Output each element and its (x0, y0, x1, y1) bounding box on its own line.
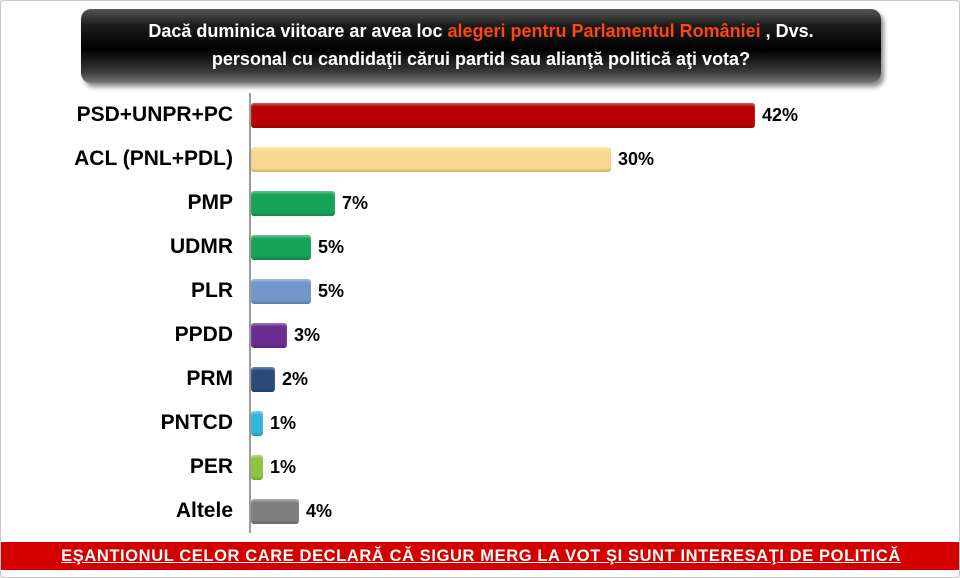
bar-area: 2% (249, 357, 959, 401)
footer-text: EŞANTIONUL CELOR CARE DECLARĂ CĂ SIGUR M… (61, 546, 901, 565)
bar (251, 102, 755, 128)
bar (251, 234, 311, 260)
category-label: PPDD (174, 323, 233, 346)
bar (251, 454, 263, 480)
question-highlight: alegeri pentru Parlamentul României (447, 21, 761, 42)
value-label: 7% (342, 192, 369, 213)
bar (251, 190, 335, 216)
footer-banner: EŞANTIONUL CELOR CARE DECLARĂ CĂ SIGUR M… (1, 542, 959, 570)
bar-chart: PSD+UNPR+PC 42% ACL (PNL+PDL) 30% PMP 7% UDMR 5… (1, 93, 959, 533)
chart-row: UDMR 5% (1, 225, 959, 269)
bar (251, 366, 275, 392)
chart-row: PSD+UNPR+PC 42% (1, 93, 959, 137)
value-label: 4% (306, 500, 333, 521)
bar (251, 322, 287, 348)
bar-area: 5% (249, 225, 959, 269)
category-label: PLR (191, 279, 233, 302)
chart-row: PLR 5% (1, 269, 959, 313)
chart-row: ACL (PNL+PDL) 30% (1, 137, 959, 181)
question-line2: personal cu candidaţii cărui partid sau … (211, 49, 751, 69)
value-label: 1% (270, 456, 297, 477)
chart-row: PRM 2% (1, 357, 959, 401)
category-label: PMP (187, 191, 233, 214)
bar-area: 1% (249, 401, 959, 445)
bar (251, 146, 611, 172)
value-label: 30% (618, 148, 655, 169)
chart-row: PPDD 3% (1, 313, 959, 357)
category-label: PSD+UNPR+PC (76, 103, 233, 126)
chart-row: PNTCD 1% (1, 401, 959, 445)
bar (251, 278, 311, 304)
value-label: 5% (318, 236, 345, 257)
bar-area: 5% (249, 269, 959, 313)
value-label: 3% (294, 324, 321, 345)
bar-area: 7% (249, 181, 959, 225)
bar-area: 4% (249, 489, 959, 533)
bar-area: 3% (249, 313, 959, 357)
chart-row: PER 1% (1, 445, 959, 489)
bar (251, 410, 263, 436)
bar (251, 498, 299, 524)
question-line1: Dacă duminica viitoare ar avea loc alege… (95, 18, 867, 46)
category-label: PNTCD (160, 411, 233, 434)
category-label: ACL (PNL+PDL) (74, 147, 233, 170)
value-label: 42% (762, 104, 799, 125)
category-label: UDMR (170, 235, 233, 258)
category-label: PRM (186, 367, 233, 390)
bar-area: 1% (249, 445, 959, 489)
bar-area: 30% (249, 137, 959, 181)
question-text-pre: Dacă duminica viitoare ar avea loc (148, 21, 448, 42)
category-label: Altele (175, 499, 233, 522)
chart-row: PMP 7% (1, 181, 959, 225)
category-label: PER (189, 455, 233, 478)
value-label: 2% (282, 368, 309, 389)
chart-row: Altele 4% (1, 489, 959, 533)
bar-area: 42% (249, 93, 959, 137)
value-label: 1% (270, 412, 297, 433)
value-label: 5% (318, 280, 345, 301)
question-header: Dacă duminica viitoare ar avea loc alege… (81, 9, 881, 83)
question-text-post: , Dvs. (760, 21, 814, 42)
